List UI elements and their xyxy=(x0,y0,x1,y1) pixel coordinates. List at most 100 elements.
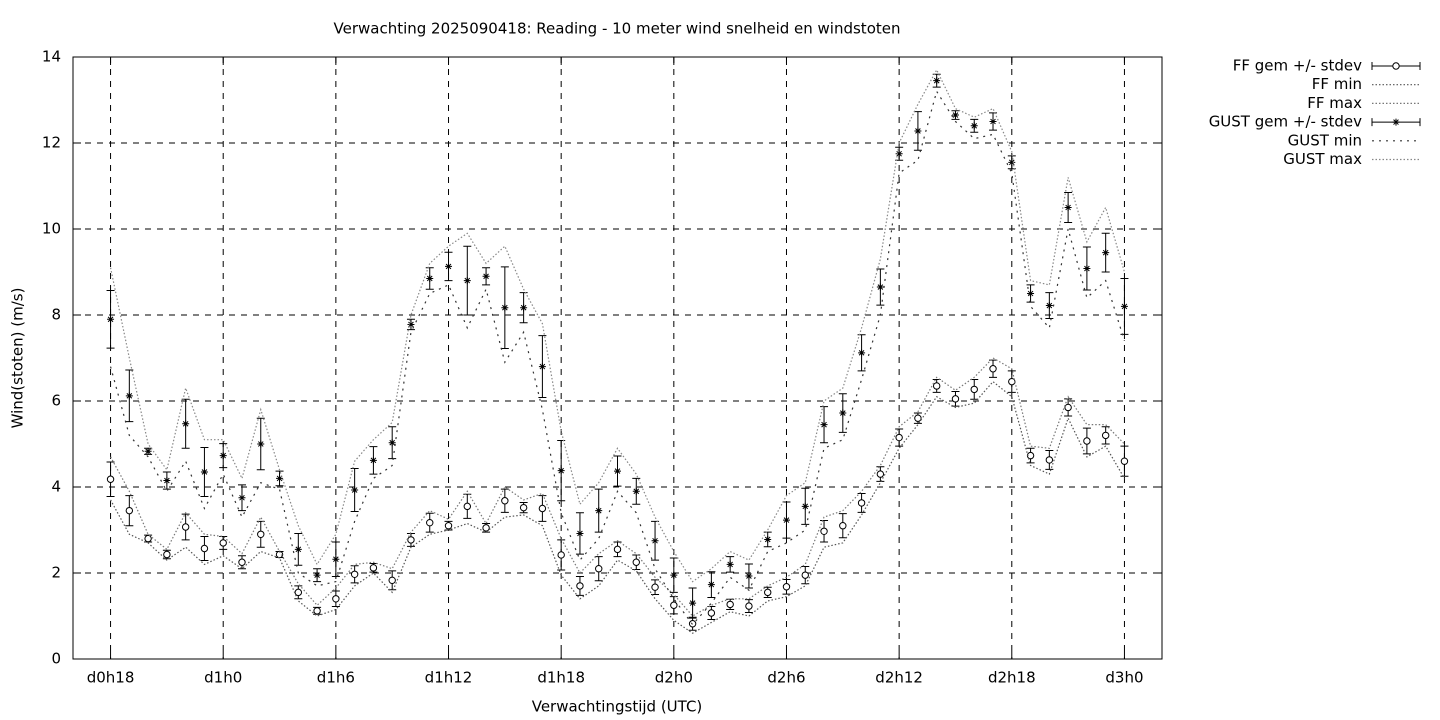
marker xyxy=(294,545,302,553)
y-tick-label: 0 xyxy=(51,650,61,668)
x-tick-label: d2h18 xyxy=(988,669,1036,687)
marker xyxy=(332,555,340,563)
marker xyxy=(989,118,997,125)
marker xyxy=(1102,249,1110,257)
marker xyxy=(501,497,509,505)
marker xyxy=(764,535,772,543)
marker xyxy=(707,609,716,617)
marker xyxy=(538,504,547,513)
x-tick-label: d2h12 xyxy=(875,669,923,687)
marker xyxy=(858,349,866,357)
marker xyxy=(257,440,265,448)
marker xyxy=(1027,290,1035,297)
legend-label: GUST min xyxy=(1288,131,1362,149)
marker xyxy=(1045,456,1054,464)
marker xyxy=(557,467,565,475)
marker xyxy=(350,570,359,578)
marker xyxy=(388,439,396,447)
marker xyxy=(951,111,959,119)
marker xyxy=(1083,265,1091,273)
y-tick-label: 14 xyxy=(42,48,61,66)
marker xyxy=(632,487,640,495)
marker xyxy=(200,544,209,553)
marker xyxy=(125,392,133,400)
series-line xyxy=(109,68,1126,583)
marker xyxy=(801,571,809,579)
y-tick-label: 8 xyxy=(51,306,61,324)
legend-marker xyxy=(1392,118,1400,126)
marker xyxy=(820,527,828,535)
marker xyxy=(1083,437,1091,445)
marker xyxy=(1064,204,1072,211)
marker xyxy=(1008,158,1016,166)
marker xyxy=(182,420,190,428)
series-line xyxy=(109,89,1126,626)
marker xyxy=(595,565,603,573)
marker xyxy=(407,536,415,544)
series-line xyxy=(110,380,1125,634)
marker xyxy=(895,150,903,158)
marker xyxy=(876,470,885,478)
marker xyxy=(670,571,678,579)
marker xyxy=(313,607,321,615)
marker xyxy=(1064,403,1072,412)
marker xyxy=(726,560,734,568)
marker xyxy=(463,277,471,285)
x-axis-label: Verwachtingstijd (UTC) xyxy=(532,698,703,716)
marker xyxy=(219,539,227,547)
marker xyxy=(576,529,584,537)
x-tick-label: d1h6 xyxy=(317,669,355,687)
marker xyxy=(238,494,246,502)
marker xyxy=(820,421,828,429)
x-tick-label: d3h0 xyxy=(1105,669,1143,687)
marker xyxy=(501,304,509,312)
y-tick-label: 6 xyxy=(51,392,61,410)
marker xyxy=(144,534,152,543)
marker xyxy=(106,475,115,483)
y-tick-label: 2 xyxy=(51,564,61,582)
marker xyxy=(595,507,603,515)
marker xyxy=(1045,302,1053,310)
marker xyxy=(1120,302,1128,310)
marker xyxy=(970,122,978,130)
marker xyxy=(857,499,866,507)
marker xyxy=(782,583,791,591)
marker xyxy=(369,564,378,572)
legend-label: FF gem +/- stdev xyxy=(1233,57,1362,75)
marker xyxy=(369,456,377,464)
marker xyxy=(520,304,528,312)
marker xyxy=(407,320,415,328)
marker xyxy=(876,283,884,291)
marker xyxy=(914,127,922,135)
y-axis-label: Wind(stoten) (m/s) xyxy=(9,288,27,429)
marker xyxy=(463,502,471,511)
marker xyxy=(557,551,565,559)
marker xyxy=(482,272,490,280)
legend-label: GUST gem +/- stdev xyxy=(1209,113,1362,131)
marker xyxy=(538,363,546,371)
marker xyxy=(181,523,190,531)
marker xyxy=(294,588,303,597)
marker xyxy=(782,516,790,524)
marker xyxy=(275,550,284,559)
marker xyxy=(764,588,772,597)
marker xyxy=(839,409,847,417)
marker xyxy=(745,602,753,610)
marker xyxy=(125,506,134,515)
legend-label: GUST max xyxy=(1283,150,1362,168)
x-tick-label: d2h0 xyxy=(655,669,693,687)
marker xyxy=(200,468,208,476)
marker xyxy=(388,576,396,585)
marker xyxy=(745,572,753,580)
marker xyxy=(257,530,265,538)
marker xyxy=(801,502,809,510)
plot-frame xyxy=(72,56,1163,660)
marker xyxy=(107,315,115,323)
marker xyxy=(426,518,434,527)
chart-title: Verwachting 2025090418: Reading - 10 met… xyxy=(334,20,901,38)
x-tick-label: d2h6 xyxy=(767,669,805,687)
marker xyxy=(651,583,659,591)
marker xyxy=(163,477,171,485)
x-tick-label: d1h18 xyxy=(537,669,585,687)
